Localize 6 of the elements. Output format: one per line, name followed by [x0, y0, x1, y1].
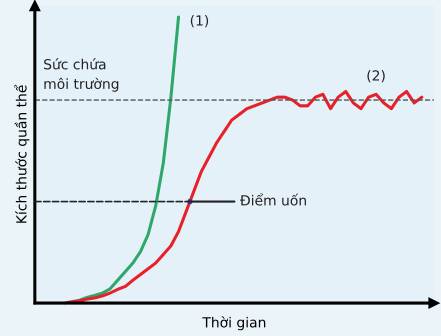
ref-line-label: Sức chứa môi trường — [44, 58, 118, 92]
x-axis-title: Thời gian — [202, 316, 266, 330]
series-label: (1) — [190, 14, 208, 28]
annotation: Điểm uốn — [240, 193, 306, 206]
series-label: (2) — [367, 70, 385, 82]
y-axis-title: Kích thước quần thể — [14, 84, 30, 223]
